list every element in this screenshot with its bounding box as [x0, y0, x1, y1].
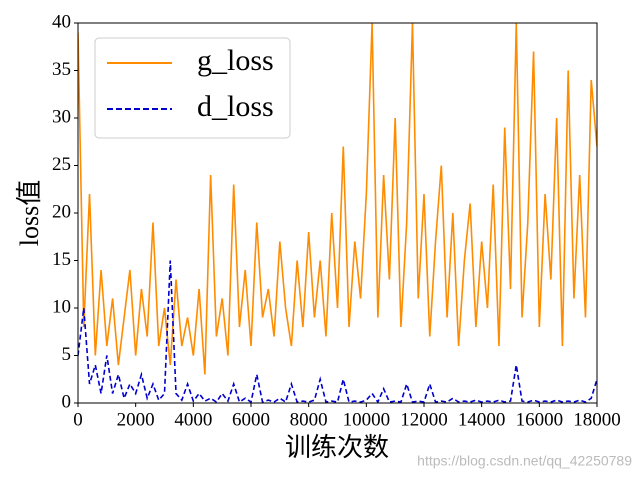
x-tick-label: 16000 [516, 409, 564, 430]
x-axis-label: 训练次数 [285, 433, 389, 462]
x-tick-label: 10000 [343, 409, 391, 430]
y-tick-label: 40 [52, 11, 71, 32]
y-tick-label: 10 [52, 296, 71, 317]
y-tick-label: 25 [52, 154, 71, 175]
y-tick-label: 20 [52, 201, 71, 222]
watermark: https://blog.csdn.net/qq_42250789 [417, 453, 632, 469]
y-tick-label: 30 [52, 106, 71, 127]
x-tick-label: 2000 [117, 409, 155, 430]
legend-label: g_loss [197, 44, 274, 77]
line-g-loss [78, 23, 597, 375]
x-tick-label: 12000 [400, 409, 448, 430]
x-tick-label: 14000 [458, 409, 506, 430]
x-tick-label: 6000 [232, 409, 270, 430]
y-tick-label: 5 [62, 344, 72, 365]
y-axis-label: loss值 [15, 180, 44, 246]
y-tick-label: 15 [52, 249, 71, 270]
legend-label: d_loss [197, 90, 274, 123]
x-tick-label: 8000 [290, 409, 328, 430]
x-tick-label: 18000 [573, 409, 621, 430]
x-tick-label: 0 [73, 409, 83, 430]
y-tick-label: 0 [62, 391, 72, 412]
x-tick-label: 4000 [174, 409, 212, 430]
y-tick-label: 35 [52, 59, 71, 80]
line-d-loss [78, 260, 597, 403]
